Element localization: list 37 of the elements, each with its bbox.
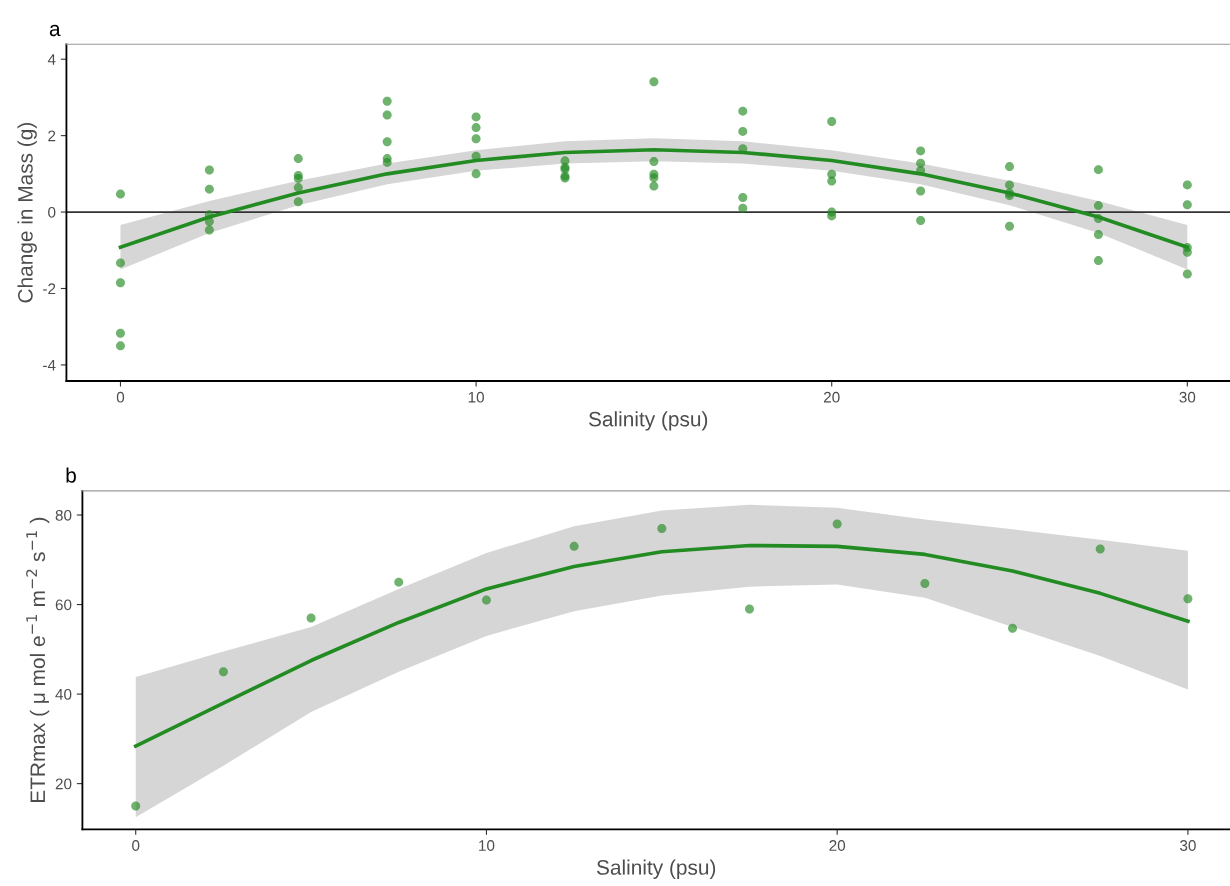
y-tick-label: 20 bbox=[55, 778, 72, 790]
x-tick-label: 0 bbox=[132, 840, 140, 851]
y-tick-label: 0 bbox=[48, 206, 56, 218]
line-series bbox=[133, 543, 1190, 748]
y-tick-label: 60 bbox=[55, 599, 72, 611]
y-tick-label: 2 bbox=[48, 130, 56, 142]
point bbox=[394, 577, 404, 587]
x-tick-label: 0 bbox=[116, 391, 125, 403]
x-axis-title: Salinity (psu) bbox=[596, 859, 716, 879]
x-tick-label: 30 bbox=[1180, 840, 1196, 851]
point bbox=[1008, 623, 1018, 633]
y-axis-title: ETRmax ( μ mol e$^{−1}$ m$^{−2}$ s$^{−1}$ ) bbox=[26, 517, 50, 803]
point bbox=[1183, 594, 1193, 604]
chart-title: a bbox=[49, 24, 61, 37]
point bbox=[481, 595, 491, 605]
y-tick-label: 4 bbox=[47, 54, 56, 65]
y-tick-label: -2 bbox=[43, 283, 56, 295]
point bbox=[657, 523, 667, 533]
x-axis-title: Salinity (psu) bbox=[588, 411, 708, 431]
point bbox=[131, 801, 141, 811]
x-tick-label: 20 bbox=[829, 840, 846, 851]
y-tick-label: 80 bbox=[55, 509, 72, 521]
point bbox=[745, 604, 754, 614]
point bbox=[920, 579, 930, 589]
point bbox=[306, 613, 316, 623]
x-tick-label: 20 bbox=[823, 391, 840, 403]
chart-title: b bbox=[66, 467, 76, 483]
y-tick-label: -4 bbox=[43, 359, 56, 371]
x-tick-label: 10 bbox=[479, 840, 495, 851]
point bbox=[1095, 544, 1105, 554]
point bbox=[569, 541, 579, 551]
point bbox=[832, 519, 842, 529]
point bbox=[218, 667, 228, 677]
y-tick-label: 40 bbox=[55, 688, 72, 700]
x-tick-label: 30 bbox=[1179, 391, 1196, 403]
y-axis-title: Change in Mass (g) bbox=[17, 123, 37, 303]
x-tick-label: 10 bbox=[468, 391, 484, 403]
